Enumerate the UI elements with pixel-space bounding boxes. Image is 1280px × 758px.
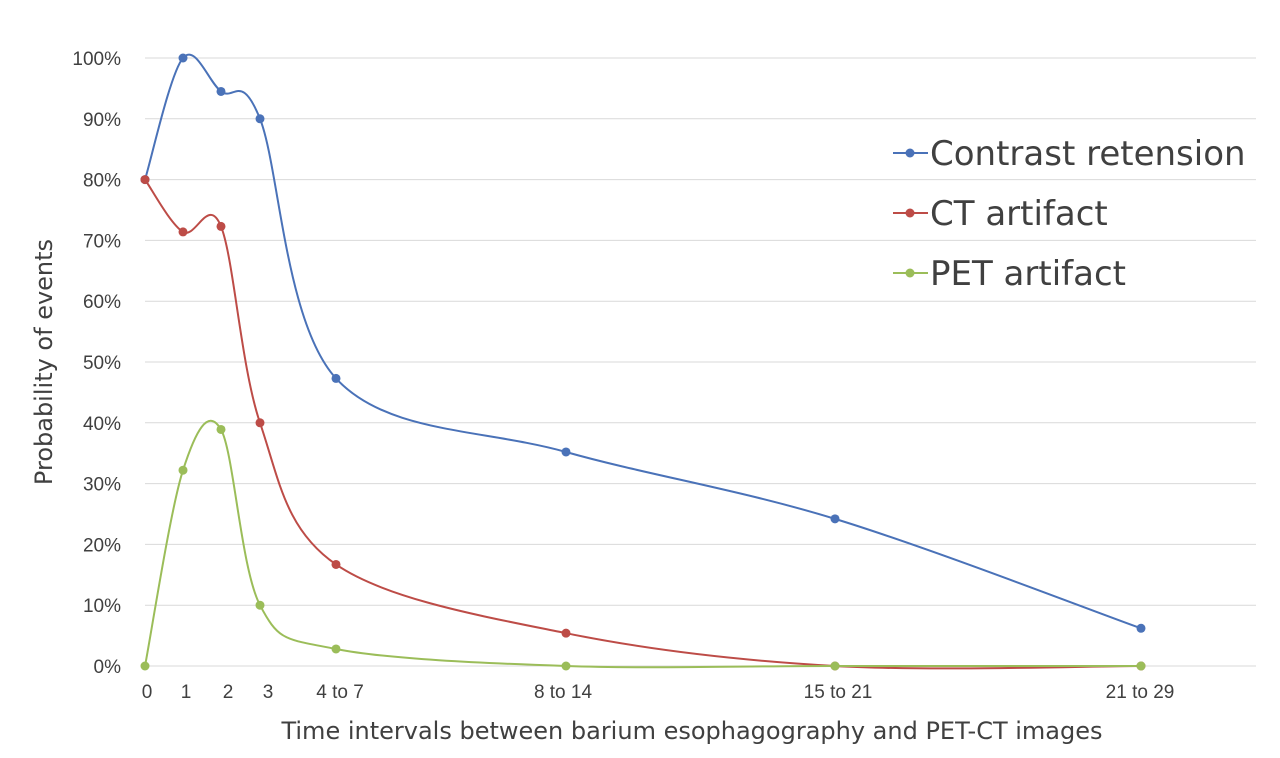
x-tick-label: 4 to 7 — [316, 682, 364, 703]
data-point — [561, 628, 571, 638]
data-point — [561, 447, 571, 457]
data-point — [140, 661, 150, 671]
x-tick-label: 2 — [223, 682, 234, 703]
legend-marker — [905, 208, 915, 218]
x-tick-label: 8 to 14 — [534, 682, 593, 703]
data-point — [1136, 623, 1146, 633]
y-tick-label: 30% — [83, 475, 121, 496]
data-point — [830, 661, 840, 671]
data-point — [216, 424, 226, 434]
y-tick-label: 0% — [94, 657, 122, 678]
x-tick-label: 15 to 21 — [804, 682, 873, 703]
legend-label: CT artifact — [930, 194, 1108, 234]
y-tick-label: 10% — [83, 596, 121, 617]
data-point — [331, 644, 341, 654]
data-point — [140, 175, 150, 185]
x-axis-ticks: 0 1 2 3 4 to 7 8 to 14 15 to 21 21 to 29 — [142, 682, 1175, 703]
legend-label: PET artifact — [930, 254, 1126, 294]
legend-marker — [905, 148, 915, 158]
legend-marker — [905, 268, 915, 278]
x-tick-label: 21 to 29 — [1106, 682, 1175, 703]
y-axis-title: Probability of events — [30, 239, 58, 485]
data-point — [830, 514, 840, 524]
y-tick-label: 60% — [83, 292, 121, 313]
data-point — [255, 418, 265, 428]
y-tick-label: 90% — [83, 110, 121, 131]
data-point — [216, 221, 226, 231]
y-tick-label: 20% — [83, 535, 121, 556]
data-point — [178, 227, 188, 237]
data-point — [216, 86, 226, 96]
series-points — [140, 53, 1146, 671]
data-point — [331, 559, 341, 569]
y-tick-label: 80% — [83, 171, 121, 192]
data-point — [255, 114, 265, 124]
x-axis-title: Time intervals between barium esophagogr… — [280, 717, 1102, 745]
y-tick-label: 40% — [83, 414, 121, 435]
x-tick-label: 1 — [181, 682, 192, 703]
y-tick-label: 50% — [83, 353, 121, 374]
legend-label: Contrast retension — [930, 134, 1246, 174]
data-point — [561, 661, 571, 671]
y-tick-label: 100% — [72, 49, 121, 70]
series-line — [144, 179, 1142, 670]
data-point — [1136, 661, 1146, 671]
x-tick-label: 3 — [263, 682, 274, 703]
x-tick-label: 0 — [142, 682, 153, 703]
y-tick-label: 70% — [83, 231, 121, 252]
series-line — [144, 53, 1142, 630]
data-point — [331, 373, 341, 383]
data-point — [178, 53, 188, 63]
gridlines — [145, 57, 1256, 667]
y-axis-ticks: 0% 10% 20% 30% 40% 50% 60% 70% 80% 90% 100% — [72, 49, 121, 678]
data-point — [178, 465, 188, 475]
data-point — [255, 600, 265, 610]
legend: Contrast retension CT artifact PET artifac… — [893, 134, 1246, 294]
